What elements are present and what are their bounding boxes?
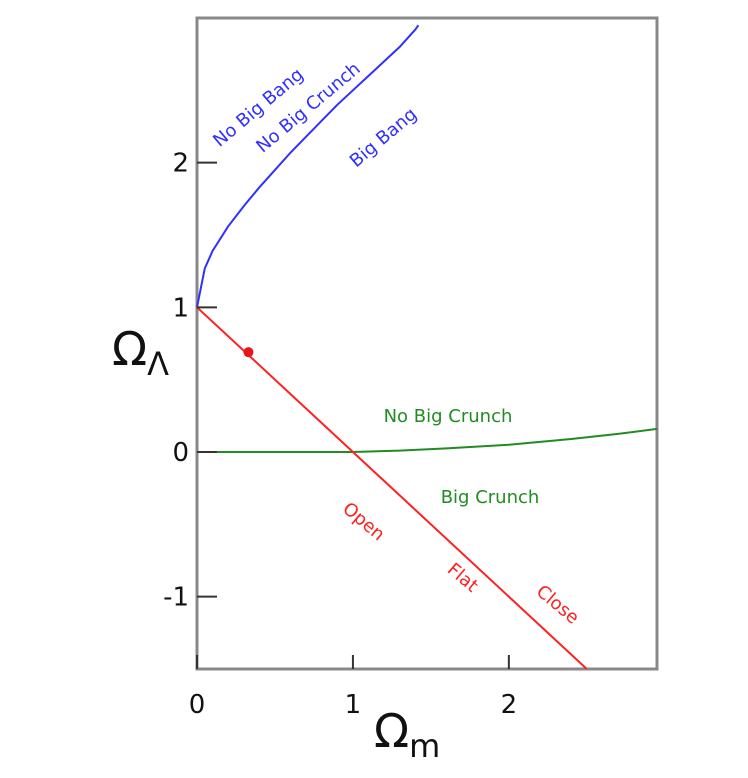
series-green-curve [197, 427, 658, 453]
y-axis-title: ΩΛ [112, 322, 169, 383]
y-tick-label: -1 [163, 583, 189, 613]
plot-frame [195, 16, 659, 671]
ann-no-big-crunch-green: No Big Crunch [384, 406, 513, 427]
series-red-line [196, 306, 588, 670]
ann-flat: Flat [443, 559, 482, 597]
x-tick-label: 1 [345, 690, 362, 720]
x-axis-title: Ωm [374, 704, 440, 765]
y-tick-label: 0 [172, 438, 189, 468]
ann-open: Open [338, 498, 388, 545]
tick-layer: 0 1 2 -1 0 1 2 [163, 149, 517, 720]
y-tick-label: 2 [172, 149, 189, 179]
ann-big-crunch: Big Crunch [441, 487, 540, 508]
data-point-marker [243, 347, 254, 358]
series-layer [196, 24, 658, 670]
y-tick-label: 1 [172, 293, 189, 323]
series-blue-curve [196, 24, 420, 308]
ann-close: Close [532, 581, 583, 629]
ann-big-bang: Big Bang [346, 104, 421, 172]
x-tick-label: 0 [189, 690, 206, 720]
x-tick-label: 2 [501, 690, 518, 720]
